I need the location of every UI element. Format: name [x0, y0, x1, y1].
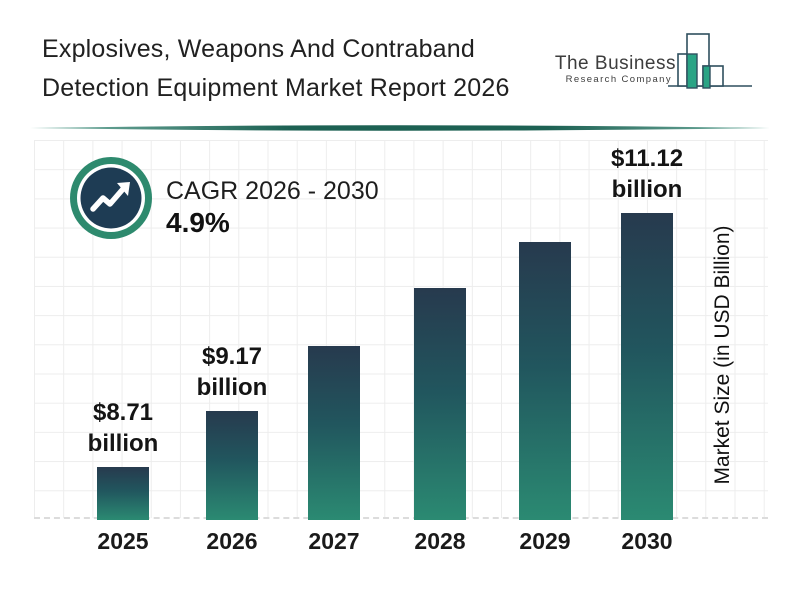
bar-2029	[519, 242, 571, 520]
bar-2028	[414, 288, 466, 520]
trending-up-icon	[70, 157, 152, 239]
company-logo: The Business Research Company	[460, 53, 676, 86]
x-tick-label-2030: 2030	[621, 528, 673, 554]
value-amount: $11.12	[610, 145, 684, 172]
logo-subname: Research Company	[565, 74, 672, 85]
x-tick-label-2025: 2025	[97, 528, 149, 554]
value-unit: billion	[196, 374, 268, 401]
y-axis-label: Market Size (in USD Billion)	[711, 225, 734, 485]
page-title-line2: Detection Equipment Market Report 2026	[42, 74, 510, 102]
bar-2026	[206, 411, 258, 520]
page-title: Explosives, Weapons And Contraband Detec…	[42, 30, 572, 108]
value-unit: billion	[87, 430, 159, 457]
header-divider-line	[30, 125, 770, 131]
bar-2027	[308, 346, 360, 520]
value-label-2025: $8.71 billion	[63, 397, 183, 459]
x-axis-dashed-baseline	[34, 517, 768, 519]
cagr-period-label: CAGR 2026 - 2030	[166, 177, 379, 205]
value-label-2026: $9.17 billion	[172, 341, 292, 403]
value-unit: billion	[611, 176, 683, 203]
cagr-value: 4.9%	[166, 207, 230, 238]
x-tick-label-2029: 2029	[519, 528, 571, 554]
value-amount: $8.71	[92, 399, 154, 426]
x-tick-label-2026: 2026	[206, 528, 258, 554]
bar-2025	[97, 467, 149, 520]
value-amount: $9.17	[201, 343, 263, 370]
bar-chart-skyline-icon	[668, 33, 752, 89]
bar-2030	[621, 213, 673, 520]
x-tick-label-2027: 2027	[308, 528, 360, 554]
x-tick-label-2028: 2028	[414, 528, 466, 554]
logo-name: The Business	[554, 53, 676, 74]
page-title-line1: Explosives, Weapons And Contraband	[42, 35, 475, 63]
value-label-2030: $11.12 billion	[587, 143, 707, 205]
